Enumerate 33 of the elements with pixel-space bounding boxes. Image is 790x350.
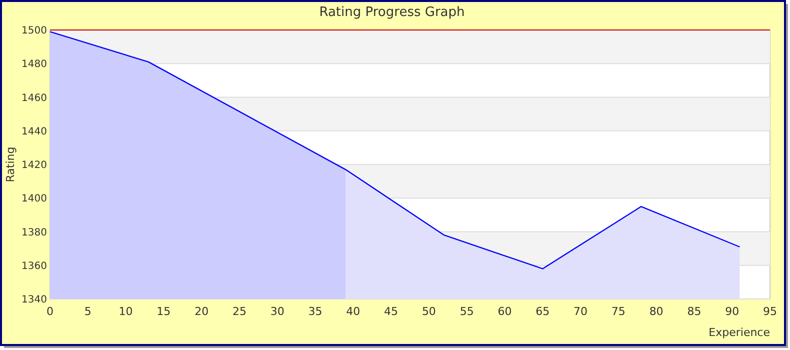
x-tick-label: 85: [687, 305, 702, 318]
x-tick-label: 20: [194, 305, 209, 318]
y-axis-title: Rating: [4, 146, 17, 182]
x-tick-label: 60: [498, 305, 512, 318]
x-tick-label: 5: [84, 305, 92, 318]
y-tick-label: 1360: [22, 260, 47, 272]
chart-title: Rating Progress Graph: [319, 5, 465, 20]
y-tick-label: 1380: [22, 227, 47, 238]
y-tick-label: 1340: [22, 294, 47, 306]
x-tick-label: 95: [763, 305, 777, 318]
x-tick-label: 80: [649, 305, 664, 318]
x-tick-label: 75: [611, 305, 626, 318]
x-tick-label: 30: [270, 305, 284, 318]
x-tick-label: 45: [384, 305, 398, 318]
x-tick-label: 0: [46, 305, 54, 318]
y-tick-label: 1440: [22, 126, 47, 138]
x-tick-label: 90: [725, 305, 740, 318]
x-tick-label: 55: [460, 305, 474, 318]
x-tick-label: 10: [118, 305, 133, 318]
x-tick-label: 70: [574, 305, 588, 318]
y-tick-label: 1460: [22, 92, 47, 104]
x-tick-label: 35: [308, 305, 322, 318]
x-tick-label: 15: [156, 305, 171, 318]
x-tick-label: 65: [536, 305, 550, 318]
y-tick-label: 1420: [22, 160, 47, 171]
line-series: [49, 31, 740, 270]
y-tick-label: 1400: [22, 194, 47, 205]
y-tick-label: 1500: [22, 26, 47, 36]
x-tick-label: 40: [346, 305, 360, 318]
x-tick-label: 50: [422, 305, 436, 318]
x-tick-label: 25: [232, 305, 246, 318]
x-axis-title: Experience: [708, 326, 770, 339]
y-tick-label: 1480: [22, 59, 47, 70]
